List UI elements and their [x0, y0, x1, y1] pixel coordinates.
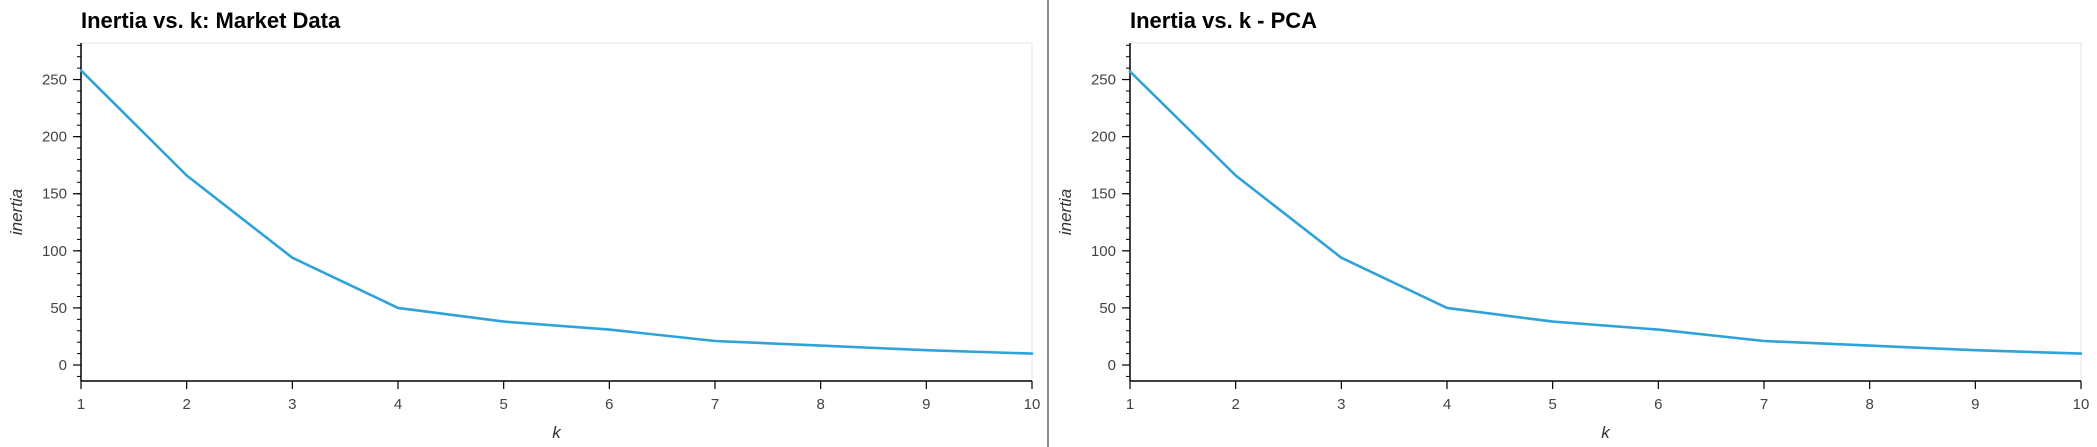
x-tick-label: 9 — [1971, 396, 1979, 413]
y-tick-label: 50 — [1099, 300, 1116, 317]
x-tick-label: 5 — [1548, 396, 1556, 413]
panel-divider — [1047, 0, 1049, 447]
y-axis-label: inertia — [1056, 189, 1075, 235]
x-tick-label: 6 — [605, 396, 613, 413]
chart-title: Inertia vs. k: Market Data — [81, 8, 341, 33]
x-tick-label: 8 — [1865, 396, 1873, 413]
x-tick-label: 2 — [182, 396, 190, 413]
y-tick-label: 150 — [1091, 186, 1116, 203]
x-tick-label: 10 — [2073, 396, 2090, 413]
x-axis: 1 2 3 4 5 6 7 8 9 10 — [77, 380, 1041, 413]
x-axis-label: k — [552, 423, 562, 442]
chart-plot-market-data: 0 50 100 150 200 250 1 2 3 4 5 6 7 8 9 10 k inertia — [7, 42, 1041, 442]
chart-plot-pca: 0 50 100 150 200 250 1 2 3 4 5 6 7 8 9 10 k inertia — [1056, 42, 2090, 442]
chart-panel-market-data: Inertia vs. k: Market Data 0 50 100 150 200 2… — [0, 0, 1046, 447]
series-line — [79, 69, 1034, 355]
x-tick-label: 6 — [1654, 396, 1662, 413]
series-line — [1128, 70, 2083, 355]
x-tick-label: 3 — [1337, 396, 1345, 413]
y-tick-label: 100 — [1091, 243, 1116, 260]
y-tick-label: 200 — [42, 129, 67, 146]
plot-frame — [1129, 42, 2082, 382]
x-tick-label: 1 — [1126, 396, 1134, 413]
y-tick-label: 250 — [42, 72, 67, 89]
x-axis-label: k — [1601, 423, 1611, 442]
y-tick-label: 100 — [42, 243, 67, 260]
y-axis-label: inertia — [7, 189, 26, 235]
x-tick-label: 8 — [816, 396, 824, 413]
x-tick-label: 1 — [77, 396, 85, 413]
x-tick-label: 7 — [711, 396, 719, 413]
x-tick-label: 9 — [922, 396, 930, 413]
x-axis: 1 2 3 4 5 6 7 8 9 10 — [1126, 380, 2090, 413]
x-tick-label: 3 — [288, 396, 296, 413]
y-tick-label: 250 — [1091, 72, 1116, 89]
plot-frame — [80, 42, 1033, 382]
x-tick-label: 2 — [1231, 396, 1239, 413]
y-tick-label: 200 — [1091, 129, 1116, 146]
y-tick-label: 50 — [50, 300, 67, 317]
x-tick-label: 7 — [1760, 396, 1768, 413]
x-tick-label: 10 — [1024, 396, 1041, 413]
chart-panel-pca: Inertia vs. k - PCA 0 50 100 150 200 250 1 2 3 4 5… — [1049, 0, 2097, 447]
x-tick-label: 4 — [394, 396, 402, 413]
y-axis: 0 50 100 150 200 250 — [42, 43, 82, 381]
y-tick-label: 0 — [1108, 357, 1116, 374]
x-tick-label: 4 — [1443, 396, 1451, 413]
y-tick-label: 150 — [42, 186, 67, 203]
y-axis: 0 50 100 150 200 250 — [1091, 43, 1131, 381]
chart-title: Inertia vs. k - PCA — [1130, 8, 1318, 33]
x-tick-label: 5 — [499, 396, 507, 413]
y-tick-label: 0 — [59, 357, 67, 374]
